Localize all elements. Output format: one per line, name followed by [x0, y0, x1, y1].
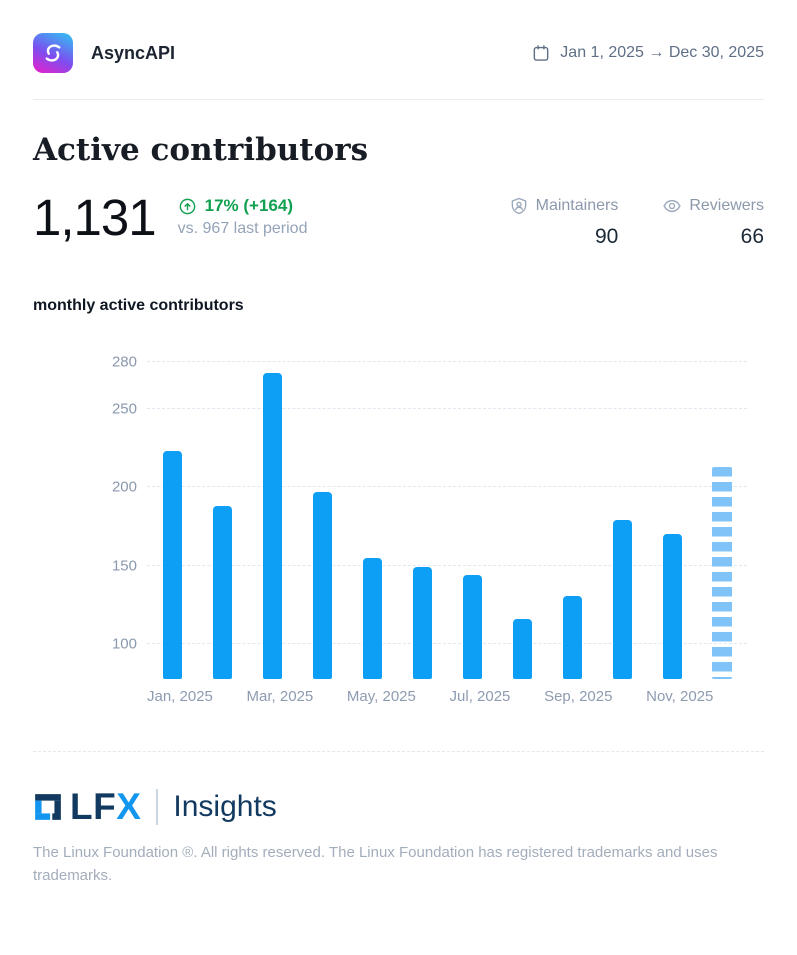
lfx-logo-text: LFX — [70, 786, 142, 827]
x-tick-label-11: Nov, 2025 — [646, 688, 714, 705]
date-range-text: Jan 1, 2025 → Dec 30, 2025 — [560, 44, 764, 61]
reviewers-label-row: Reviewers — [662, 196, 764, 216]
bar-slot-Feb, 2025 — [197, 349, 247, 679]
bar-oct-2025[interactable] — [612, 520, 632, 679]
y-tick-label-150: 150 — [111, 557, 137, 575]
delta-text: 17% (+164) — [204, 196, 293, 215]
trend-up-circle-icon — [178, 197, 197, 216]
reviewers-stat: Reviewers 66 — [662, 196, 764, 249]
gridline-200: 200 — [112, 479, 747, 496]
bar-jan-2025[interactable] — [162, 451, 182, 679]
y-tick-label-250: 250 — [111, 400, 137, 418]
date-range-picker[interactable]: Jan 1, 2025 → Dec 30, 2025 — [531, 43, 764, 63]
bar-mar-2025[interactable] — [262, 372, 282, 679]
x-tick-label-4 — [313, 688, 347, 705]
bar-slot-Mar, 2025 — [247, 349, 297, 679]
comparison-text: vs. 967 last period — [177, 220, 308, 237]
shield-user-icon — [509, 196, 529, 216]
side-stats: Maintainers 90 Reviewers 66 — [509, 190, 764, 249]
maintainers-stat: Maintainers 90 — [509, 196, 619, 249]
footer-logo-row: LFX Insights — [33, 788, 764, 825]
x-tick-label-7: Jul, 2025 — [449, 688, 511, 705]
logo-separator — [156, 788, 159, 825]
bar-nov-2025[interactable] — [662, 534, 682, 679]
bars-container — [147, 349, 747, 679]
bar-may-2025[interactable] — [362, 558, 382, 679]
bar-slot-Jul, 2025 — [447, 349, 497, 679]
app-name: AsyncAPI — [91, 42, 176, 63]
bar-sep-2025[interactable] — [562, 595, 582, 679]
calendar-icon — [531, 43, 551, 63]
reviewers-label: Reviewers — [689, 197, 764, 214]
maintainers-value: 90 — [594, 225, 619, 248]
lfx-logo-x: X — [116, 786, 142, 827]
brand: AsyncAPI — [33, 33, 175, 73]
x-tick-label-6 — [416, 688, 450, 705]
x-tick-label-5: May, 2025 — [346, 688, 416, 705]
total-contributors-value: 1,131 — [33, 189, 157, 246]
bar-dec-2025[interactable] — [712, 466, 732, 679]
bar-slot-Nov, 2025 — [647, 349, 697, 679]
bar-slot-Apr, 2025 — [297, 349, 347, 679]
gridline-100: 100 — [112, 636, 747, 653]
bar-slot-Dec, 2025 — [697, 349, 747, 679]
x-tick-label-2 — [213, 688, 247, 705]
x-tick-label-10 — [612, 688, 646, 705]
chart-plot-area: 100 150 200 250 280 — [112, 349, 747, 679]
bar-apr-2025[interactable] — [312, 492, 332, 679]
footer-divider — [33, 751, 764, 752]
delta-block: 17% (+164) vs. 967 last period — [178, 196, 308, 238]
bar-slot-Jan, 2025 — [147, 349, 197, 679]
bar-slot-May, 2025 — [347, 349, 397, 679]
y-tick-label-280: 280 — [111, 353, 137, 371]
bar-feb-2025[interactable] — [212, 506, 232, 679]
x-tick-label-8 — [510, 688, 544, 705]
x-tick-label-3: Mar, 2025 — [246, 688, 314, 705]
bar-slot-Jun, 2025 — [397, 349, 447, 679]
gridline-250: 250 — [112, 400, 747, 417]
maintainers-label-row: Maintainers — [509, 196, 619, 216]
chart-title: monthly active contributors — [33, 297, 244, 314]
x-tick-label-9: Sep, 2025 — [544, 688, 613, 705]
bar-aug-2025[interactable] — [512, 619, 532, 679]
y-tick-label-100: 100 — [111, 635, 137, 653]
insights-logo-text: Insights — [173, 789, 277, 823]
eye-icon — [662, 196, 682, 216]
gridline-150: 150 — [112, 557, 747, 574]
x-tick-label-12 — [713, 688, 747, 705]
asyncapi-logo-icon — [33, 33, 73, 73]
bar-slot-Aug, 2025 — [497, 349, 547, 679]
header: AsyncAPI Jan 1, 2025 → Dec 30, 2025 — [33, 0, 764, 73]
lfx-bracket-logo-icon — [33, 792, 63, 822]
y-tick-label-200: 200 — [111, 478, 137, 496]
chart-x-axis-labels: Jan, 2025 Mar, 2025 May, 2025 Jul, 2025 Sep,… — [147, 688, 747, 705]
copyright-text: The Linux Foundation ®. All rights reser… — [33, 844, 718, 884]
header-divider — [33, 99, 764, 100]
monthly-contributors-chart: 100 150 200 250 280 Jan, 2025 Mar, 2025 May, 2… — [106, 349, 764, 705]
bar-slot-Oct, 2025 — [597, 349, 647, 679]
gridline-280: 280 — [112, 353, 747, 370]
page-title: Active contributors — [33, 132, 369, 168]
bar-jun-2025[interactable] — [412, 567, 432, 679]
maintainers-label: Maintainers — [535, 197, 619, 214]
bar-jul-2025[interactable] — [462, 575, 482, 679]
bar-slot-Sep, 2025 — [547, 349, 597, 679]
x-tick-label-1: Jan, 2025 — [147, 688, 213, 705]
summary-row: 1,131 17% (+164) vs. 967 last period — [33, 189, 764, 249]
reviewers-value: 66 — [740, 225, 764, 248]
delta-line: 17% (+164) — [178, 196, 308, 216]
